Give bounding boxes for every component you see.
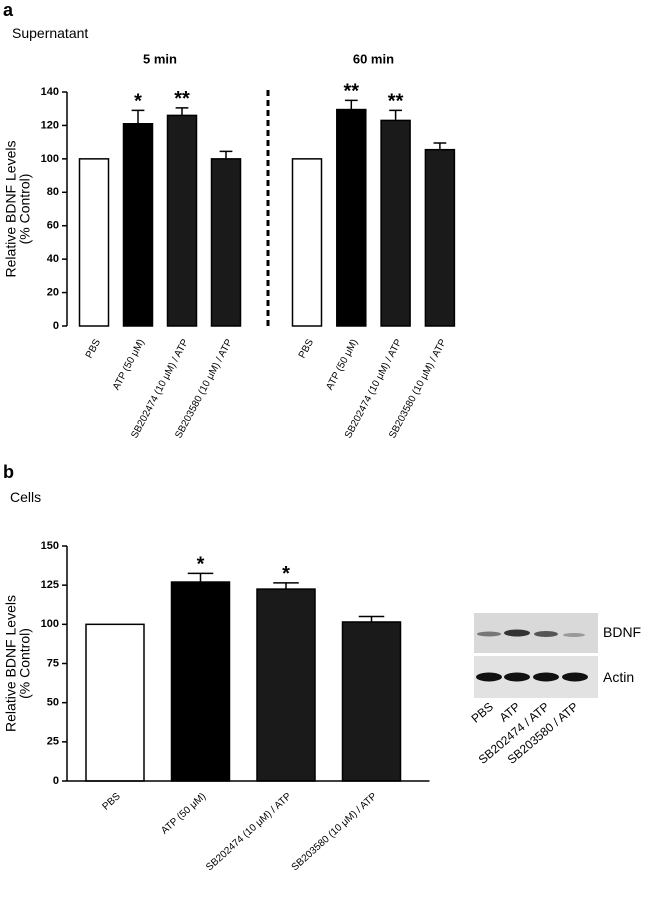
y-axis-label: (% Control) [17,174,33,245]
x-tick-label: SB203580 (10 μM) / ATP [290,791,380,873]
error-bar [344,99,358,110]
y-tick-label: 140 [41,86,59,98]
y-tick-label: 60 [47,220,59,232]
bar [122,123,154,327]
y-tick-label: 0 [53,775,59,787]
x-tick-label: ATP (50 μM) [159,791,208,837]
bar [85,623,145,782]
bar [291,158,323,327]
significance-label: ** [388,90,404,112]
y-tick-label: 100 [41,153,59,165]
y-axis-label: Relative BDNF Levels [3,595,19,732]
bar [336,108,367,327]
y-tick-label: 75 [47,657,59,669]
error-bar [273,582,299,590]
error-bar [389,109,402,121]
y-tick-label: 25 [47,736,59,748]
x-tick-label: PBS [297,337,316,360]
y-axis-label: (% Control) [17,628,33,699]
y-tick-label: 125 [41,579,59,591]
bar [210,158,242,327]
panel-title: Supernatant [12,25,88,41]
group-label: 60 min [353,51,394,66]
error-bar [131,109,145,124]
significance-label: ** [344,80,360,102]
error-bar [358,615,385,622]
panel-label: a [3,0,14,20]
y-axis-label: Relative BDNF Levels [3,141,19,278]
y-tick-label: 150 [41,540,59,552]
western-blot: BDNF Actin PBS ATP SB202474 / ATP SB2035… [469,613,641,767]
significance-label: * [134,90,142,112]
significance-label: ** [174,88,190,110]
y-tick-label: 100 [41,618,59,630]
panel-title: Cells [10,489,41,505]
bar [170,581,231,782]
y-tick-label: 0 [53,320,59,332]
bar [380,119,411,327]
y-tick-label: 40 [47,253,59,265]
bar [256,588,316,782]
blot-lane-label: PBS [469,700,496,726]
panel-label: b [3,462,14,482]
bar [78,158,110,327]
error-bar [433,142,447,150]
y-tick-label: 50 [47,697,59,709]
error-bar [187,572,214,583]
y-tick-label: 120 [41,119,59,131]
x-tick-label: PBS [84,337,103,360]
significance-label: * [197,553,205,575]
x-tick-label: ATP (50 μM) [111,337,147,392]
x-tick-label: PBS [101,791,123,813]
error-bar [219,150,233,159]
significance-label: * [282,563,290,585]
bar [341,621,402,782]
error-bar [175,107,189,116]
blot-row-label: BDNF [603,624,641,640]
x-tick-label: ATP (50 μM) [324,337,360,392]
y-tick-label: 20 [47,286,59,298]
y-tick-label: 80 [47,186,59,198]
x-tick-label: SB202474 (10 μM) / ATP [204,791,294,873]
bar [166,114,198,327]
group-label: 5 min [143,51,177,66]
blot-row-label: Actin [603,669,634,685]
bar [424,148,456,327]
